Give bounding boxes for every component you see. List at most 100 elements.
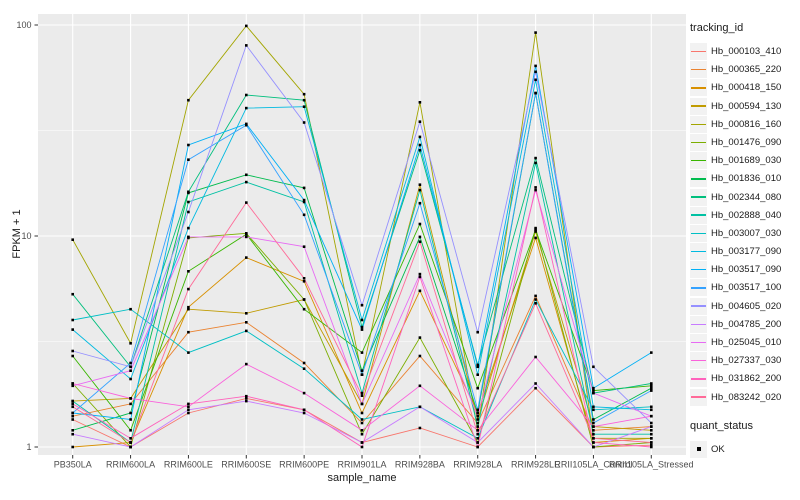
legend-item-label: Hb_002344_080: [711, 191, 782, 203]
data-point: [592, 408, 595, 412]
data-point: [245, 122, 248, 126]
data-point: [418, 426, 422, 430]
data-point: [245, 312, 248, 315]
data-point: [418, 148, 422, 152]
data-point: [129, 437, 132, 440]
legend-item: Hb_003177_090: [690, 243, 800, 261]
data-point: [245, 173, 248, 177]
legend-item-label: Hb_027337_030: [711, 355, 782, 367]
legend-title-quant-status: quant_status: [690, 419, 753, 432]
legend-item: Hb_003517_100: [690, 279, 800, 297]
data-point: [534, 91, 537, 95]
data-point: [71, 382, 74, 385]
legend-item: Hb_001476_090: [690, 133, 800, 151]
data-point: [476, 421, 479, 425]
legend-item-label: Hb_000365_220: [711, 64, 782, 76]
legend-key-line: [691, 323, 706, 325]
data-point: [592, 441, 595, 444]
data-point: [302, 245, 306, 248]
legend-key-line: [691, 50, 706, 53]
data-point: [476, 425, 479, 428]
legend-item: Hb_002344_080: [690, 188, 800, 206]
data-point: [360, 328, 364, 331]
data-point: [187, 405, 190, 409]
legend-item-label: Hb_031862_200: [711, 373, 782, 385]
legend-item-label: Hb_002888_040: [711, 209, 782, 221]
data-point: [187, 200, 190, 204]
legend-key-line: [691, 123, 706, 125]
data-point: [476, 437, 479, 440]
data-point: [534, 64, 537, 68]
legend-key-swatch: [690, 206, 707, 224]
legend-key-swatch: [690, 188, 707, 206]
data-point: [302, 200, 306, 204]
legend-key-point: [696, 447, 701, 452]
data-point: [187, 408, 190, 412]
legend-item: Hb_004605_020: [690, 297, 800, 315]
data-point: [418, 188, 422, 192]
data-point: [360, 402, 364, 406]
data-point: [302, 411, 306, 415]
legend-item: Hb_000816_160: [690, 115, 800, 133]
x-tick-label: RRII105LA_Stressed: [609, 460, 694, 470]
data-point: [418, 354, 422, 358]
legend: tracking_id Hb_000103_410 Hb_000365_220 Hb…: [690, 22, 800, 459]
data-point: [302, 298, 306, 301]
legend-key-line: [691, 232, 706, 235]
data-point: [418, 336, 422, 339]
data-point: [650, 384, 653, 388]
data-point: [360, 351, 364, 354]
x-tick-label: RRIM928BA: [395, 460, 445, 470]
data-point: [302, 307, 306, 311]
data-point: [245, 256, 248, 259]
data-point: [129, 342, 132, 345]
data-point: [360, 318, 364, 322]
data-point: [129, 377, 132, 381]
legend-quant-section: quant_status OK: [690, 420, 800, 458]
legend-key-swatch: [690, 243, 707, 261]
data-point: [360, 373, 364, 376]
data-point: [187, 402, 190, 406]
data-point: [245, 232, 248, 236]
legend-key-swatch: [690, 43, 707, 60]
legend-key-swatch: [690, 352, 707, 370]
data-point: [534, 382, 537, 385]
data-point: [418, 120, 422, 123]
data-point: [534, 156, 537, 160]
data-point: [592, 405, 595, 409]
data-point: [187, 235, 190, 239]
data-point: [71, 411, 74, 415]
legend-key-swatch: [690, 388, 707, 406]
x-tick-label: RRIM901LA: [337, 460, 386, 470]
x-tick-label: RRIM600LE: [164, 460, 213, 470]
data-point: [245, 397, 248, 400]
legend-key-swatch: [690, 315, 707, 333]
data-point: [129, 397, 132, 400]
legend-key-swatch: [690, 334, 707, 351]
legend-item: Hb_027337_030: [690, 352, 800, 370]
data-point: [187, 98, 190, 102]
legend-item-quant: OK: [690, 440, 800, 458]
data-point: [592, 425, 595, 428]
data-point: [302, 105, 306, 108]
legend-item-label: Hb_083242_020: [711, 391, 782, 403]
data-point: [476, 411, 479, 415]
data-point: [650, 437, 653, 440]
data-point: [187, 351, 190, 354]
data-point: [592, 389, 595, 392]
legend-item-label: OK: [711, 443, 725, 455]
data-point: [476, 330, 479, 334]
data-point: [245, 235, 248, 239]
data-point: [650, 445, 653, 449]
data-point: [534, 70, 537, 74]
legend-item-label: Hb_001836_010: [711, 173, 782, 185]
legend-key-swatch: [690, 224, 707, 242]
data-point: [71, 432, 74, 436]
data-point: [302, 367, 306, 370]
legend-item-label: Hb_000103_410: [711, 46, 782, 57]
legend-key-line: [691, 87, 706, 89]
data-point: [302, 361, 306, 365]
data-point: [592, 365, 595, 369]
data-point: [187, 305, 190, 309]
